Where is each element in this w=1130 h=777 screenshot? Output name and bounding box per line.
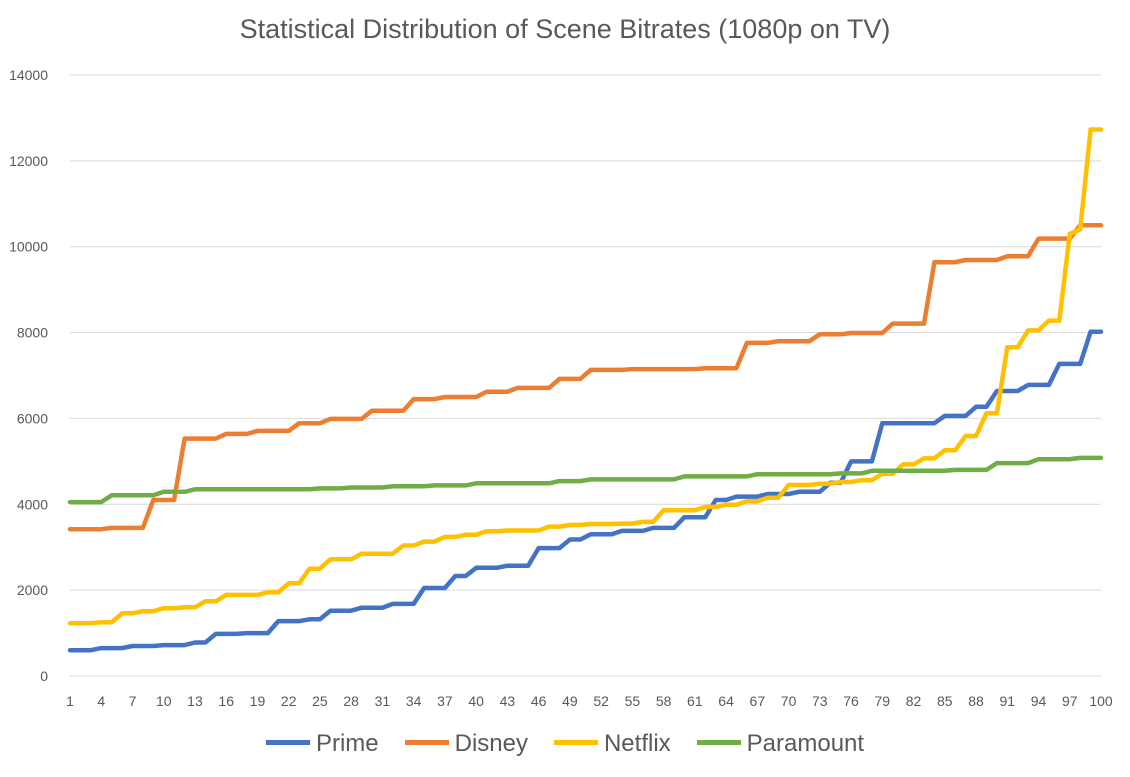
x-tick-label: 4 [97, 693, 105, 709]
y-axis-tick-labels: 0 2000 4000 6000 8000 10000 12000 14000 [9, 67, 48, 684]
x-tick-label: 37 [437, 693, 453, 709]
legend-item-paramount: Paramount [696, 730, 865, 758]
x-tick-label: 13 [187, 693, 203, 709]
series-line-netflix [67, 127, 1104, 626]
legend-label: Prime [315, 730, 379, 757]
series-line-prime [67, 329, 1104, 653]
x-tick-label: 97 [1062, 693, 1078, 709]
y-tick-label: 2000 [17, 582, 48, 598]
x-tick-label: 70 [781, 693, 797, 709]
x-tick-label: 49 [562, 693, 578, 709]
y-tick-label: 10000 [9, 239, 48, 255]
x-tick-label: 94 [1031, 693, 1047, 709]
x-tick-label: 76 [843, 693, 859, 709]
legend-label: Disney [454, 730, 528, 757]
series-line-paramount [67, 455, 1104, 505]
x-tick-label: 61 [687, 693, 703, 709]
legend-swatch [696, 740, 741, 746]
y-tick-label: 12000 [9, 153, 48, 169]
legend-item-prime: Prime [265, 730, 379, 758]
legend-item-netflix: Netflix [553, 730, 671, 758]
x-tick-label: 28 [343, 693, 359, 709]
y-tick-label: 4000 [17, 496, 48, 512]
x-tick-label: 31 [375, 693, 391, 709]
x-tick-label: 34 [406, 693, 422, 709]
y-tick-label: 0 [40, 668, 48, 684]
x-tick-label: 100 [1089, 693, 1113, 709]
x-tick-label: 46 [531, 693, 547, 709]
legend: Prime Disney Netflix Paramount [0, 730, 1130, 758]
chart-title: Statistical Distribution of Scene Bitrat… [239, 14, 891, 44]
legend-swatch [404, 740, 449, 746]
y-tick-label: 14000 [9, 67, 48, 83]
series-line-disney [67, 223, 1104, 532]
x-tick-label: 25 [312, 693, 328, 709]
x-tick-label: 16 [218, 693, 234, 709]
x-tick-label: 64 [718, 693, 734, 709]
x-tick-label: 67 [750, 693, 766, 709]
x-tick-label: 73 [812, 693, 828, 709]
x-tick-label: 22 [281, 693, 297, 709]
x-tick-label: 10 [156, 693, 172, 709]
legend-swatch [553, 740, 598, 746]
legend-item-disney: Disney [404, 730, 528, 758]
x-tick-label: 40 [468, 693, 484, 709]
legend-swatch [265, 740, 310, 746]
x-tick-label: 79 [875, 693, 891, 709]
y-tick-label: 6000 [17, 410, 48, 426]
x-tick-label: 52 [593, 693, 609, 709]
gridlines [70, 74, 1101, 677]
x-tick-label: 82 [906, 693, 922, 709]
x-tick-label: 1 [66, 693, 74, 709]
legend-label: Paramount [746, 730, 865, 757]
x-tick-label: 85 [937, 693, 953, 709]
x-tick-label: 91 [999, 693, 1015, 709]
x-tick-label: 88 [968, 693, 984, 709]
x-axis-tick-labels: 1 4 7 10 13 16 19 22 25 28 31 34 37 40 43 46 49 52 55 58 61 6… [66, 693, 1113, 709]
y-tick-label: 8000 [17, 325, 48, 341]
legend-label: Netflix [603, 730, 671, 757]
line-chart: 0 2000 4000 6000 8000 10000 12000 14000 1 4 7 10 13… [9, 67, 1113, 709]
x-tick-label: 58 [656, 693, 672, 709]
x-tick-label: 19 [250, 693, 266, 709]
x-tick-label: 43 [500, 693, 516, 709]
x-tick-label: 55 [625, 693, 641, 709]
x-tick-label: 7 [129, 693, 137, 709]
data-series [67, 127, 1104, 653]
